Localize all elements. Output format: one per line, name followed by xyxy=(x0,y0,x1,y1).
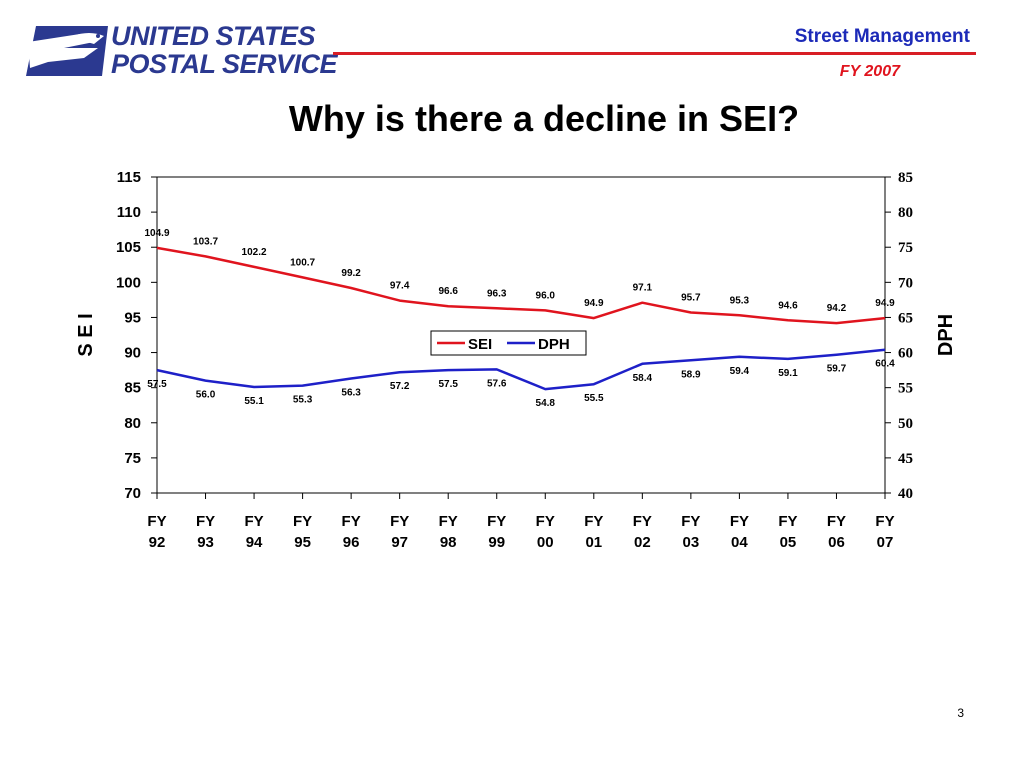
usps-eagle-logo xyxy=(26,26,108,76)
data-label-dph: 57.2 xyxy=(390,381,410,392)
x-tick-label: FY 97 xyxy=(390,513,409,551)
y-left-tick-label: 105 xyxy=(116,239,141,256)
data-label-sei: 96.3 xyxy=(487,288,507,299)
page-number: 3 xyxy=(957,706,964,720)
data-label-dph: 55.5 xyxy=(584,393,604,404)
y-right-tick-label: 80 xyxy=(898,205,913,221)
y-right-tick-label: 60 xyxy=(898,346,913,362)
x-tick-label: FY 03 xyxy=(681,513,700,551)
logo-line-united-states: UNITED STATES xyxy=(111,21,316,51)
y-right-tick-label: 55 xyxy=(898,381,913,397)
data-label-sei: 94.6 xyxy=(778,300,798,311)
data-label-dph: 59.4 xyxy=(730,366,750,377)
legend-label-sei: SEI xyxy=(468,336,492,353)
fiscal-year-label: FY 2007 xyxy=(839,63,900,80)
y-left-tick-label: 110 xyxy=(117,204,141,221)
x-tick-label: FY 94 xyxy=(244,513,263,551)
x-tick-label: FY 99 xyxy=(487,513,506,551)
y-right-tick-label: 85 xyxy=(898,170,913,186)
data-label-dph: 58.4 xyxy=(633,373,653,384)
data-label-dph: 57.5 xyxy=(147,379,167,390)
x-tick-label: FY 06 xyxy=(827,513,846,551)
data-label-sei: 96.6 xyxy=(438,286,458,297)
y-right-tick-label: 65 xyxy=(898,310,913,326)
y-right-tick-label: 70 xyxy=(898,275,913,291)
x-tick-label: FY 96 xyxy=(342,513,361,551)
data-label-dph: 54.8 xyxy=(536,398,556,409)
data-label-sei: 95.3 xyxy=(730,295,750,306)
data-label-sei: 94.2 xyxy=(827,303,847,314)
y-axis-left-title: S E I xyxy=(75,313,97,356)
data-label-dph: 55.3 xyxy=(293,395,313,406)
brand-title: Street Management xyxy=(794,26,970,47)
series-line-sei xyxy=(156,246,886,325)
data-label-sei: 97.1 xyxy=(633,283,653,294)
y-left-tick-label: 75 xyxy=(124,450,141,467)
usps-wordmark: UNITED STATES POSTAL SERVICE xyxy=(111,21,338,79)
x-axis-ticks: FY 92 FY 93 FY 94 FY 95 FY 96 FY 97 FY 98 FY 99 FY 00 FY 01… xyxy=(147,493,895,551)
data-label-dph: 57.6 xyxy=(487,378,507,389)
data-labels-layer: 104.9 103.7 102.2 100.7 99.2 97.4 96.6 96.3 96.0… xyxy=(144,228,895,409)
left-axis-ticks: 70 75 80 85 90 95 100 105 110 115 xyxy=(116,169,157,502)
legend-label-dph: DPH xyxy=(538,336,570,353)
chart-legend: SEI DPH xyxy=(430,330,587,356)
y-right-tick-label: 45 xyxy=(898,451,913,467)
data-label-sei: 94.9 xyxy=(875,298,895,309)
data-label-dph: 57.5 xyxy=(438,379,458,390)
data-label-sei: 97.4 xyxy=(390,281,410,292)
x-tick-label: FY 93 xyxy=(196,513,215,551)
right-axis-ticks: 40 45 50 55 60 65 70 75 80 85 xyxy=(885,170,913,502)
y-right-tick-label: 75 xyxy=(898,240,913,256)
data-label-sei: 95.7 xyxy=(681,293,701,304)
data-label-sei: 102.2 xyxy=(242,247,267,258)
y-left-tick-label: 95 xyxy=(124,309,141,326)
data-label-dph: 58.9 xyxy=(681,369,701,380)
data-label-dph: 59.1 xyxy=(778,368,798,379)
x-tick-label: FY 01 xyxy=(584,513,603,551)
logo-line-postal-service: POSTAL SERVICE xyxy=(111,49,338,79)
y-left-tick-label: 70 xyxy=(124,485,141,502)
x-tick-label: FY 92 xyxy=(147,513,166,551)
y-left-tick-label: 85 xyxy=(124,380,141,397)
x-tick-label: FY 00 xyxy=(536,513,555,551)
y-left-tick-label: 80 xyxy=(124,415,141,432)
y-right-tick-label: 40 xyxy=(898,486,913,502)
x-tick-label: FY 02 xyxy=(633,513,652,551)
x-tick-label: FY 04 xyxy=(730,513,749,551)
data-label-sei: 104.9 xyxy=(144,228,169,239)
x-tick-label: FY 07 xyxy=(875,513,894,551)
data-label-sei: 99.2 xyxy=(341,268,361,279)
data-label-sei: 94.9 xyxy=(584,298,604,309)
x-tick-label: FY 05 xyxy=(778,513,797,551)
series-layer xyxy=(156,246,886,391)
data-label-sei: 100.7 xyxy=(290,257,315,268)
y-axis-right-title: DPH xyxy=(935,314,957,356)
data-label-dph: 59.7 xyxy=(827,364,847,375)
x-tick-label: FY 98 xyxy=(439,513,458,551)
y-left-tick-label: 100 xyxy=(116,274,141,291)
y-right-tick-label: 50 xyxy=(898,416,913,432)
data-label-dph: 56.3 xyxy=(341,388,361,399)
data-label-dph: 55.1 xyxy=(244,396,264,407)
x-tick-label: FY 95 xyxy=(293,513,312,551)
data-label-sei: 103.7 xyxy=(193,236,218,247)
y-left-tick-label: 115 xyxy=(117,169,141,186)
data-label-dph: 56.0 xyxy=(196,390,216,401)
data-label-sei: 96.0 xyxy=(536,290,556,301)
y-left-tick-label: 90 xyxy=(124,345,141,362)
series-line-dph xyxy=(156,348,886,391)
data-label-dph: 60.4 xyxy=(875,359,895,370)
header-red-rule xyxy=(333,52,976,55)
slide-title: Why is there a decline in SEI? xyxy=(288,98,800,139)
